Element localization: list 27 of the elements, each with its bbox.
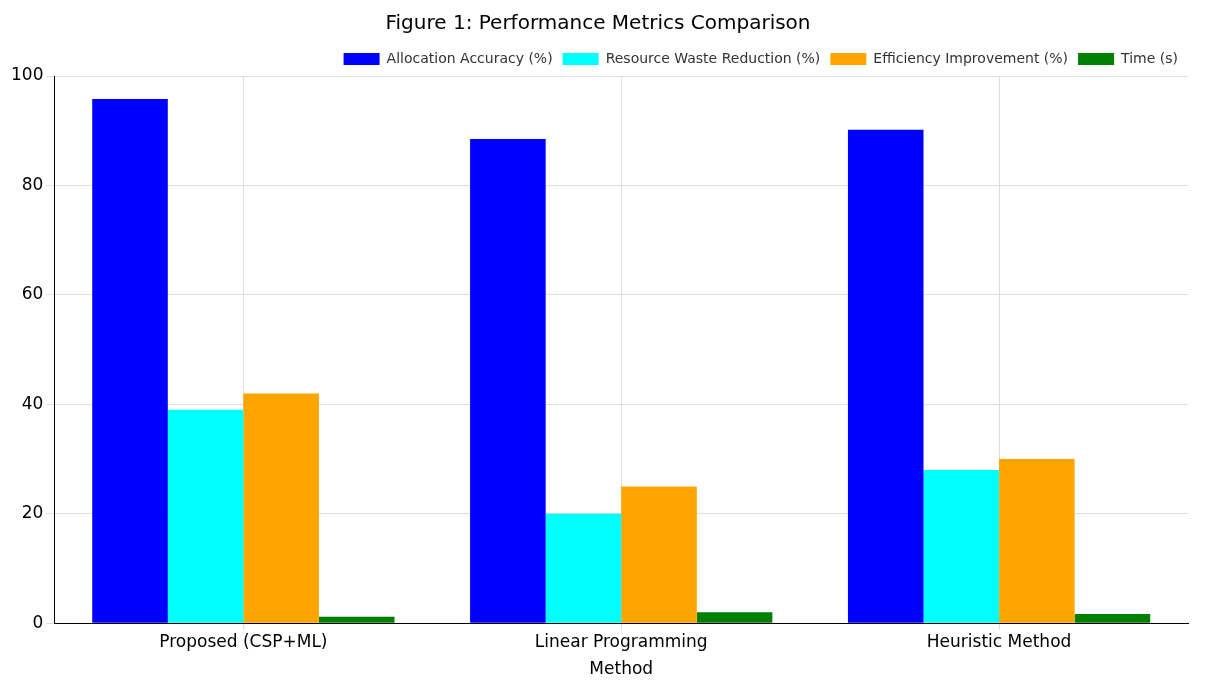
bar <box>1074 613 1151 623</box>
y-tick-label: 20 <box>21 502 44 523</box>
bar <box>923 469 1000 623</box>
legend-label: Allocation Accuracy (%) <box>386 49 553 66</box>
bar <box>470 138 546 623</box>
bar <box>847 129 924 623</box>
chart-title: Figure 1: Performance Metrics Comparison <box>385 10 811 35</box>
y-tick-label: 100 <box>10 64 44 85</box>
bar <box>696 612 773 623</box>
bar <box>545 513 622 623</box>
legend-label: Efficiency Improvement (%) <box>873 49 1069 66</box>
y-tick-label: 60 <box>21 283 44 304</box>
x-axis-title: Method <box>589 658 654 679</box>
bar <box>167 409 244 623</box>
bar <box>318 616 395 623</box>
x-tick-label: Proposed (CSP+ML) <box>159 630 328 651</box>
legend-label: Resource Waste Reduction (%) <box>605 49 821 66</box>
y-tick-label: 0 <box>32 611 44 632</box>
bar <box>999 459 1075 623</box>
legend-label: Time (s) <box>1120 49 1179 66</box>
bar <box>92 98 168 623</box>
y-tick-label: 80 <box>21 173 44 194</box>
bar <box>243 393 319 623</box>
bar <box>621 486 697 623</box>
x-tick-label: Linear Programming <box>534 630 708 651</box>
y-tick-label: 40 <box>21 392 44 413</box>
x-tick-label: Heuristic Method <box>926 630 1072 651</box>
